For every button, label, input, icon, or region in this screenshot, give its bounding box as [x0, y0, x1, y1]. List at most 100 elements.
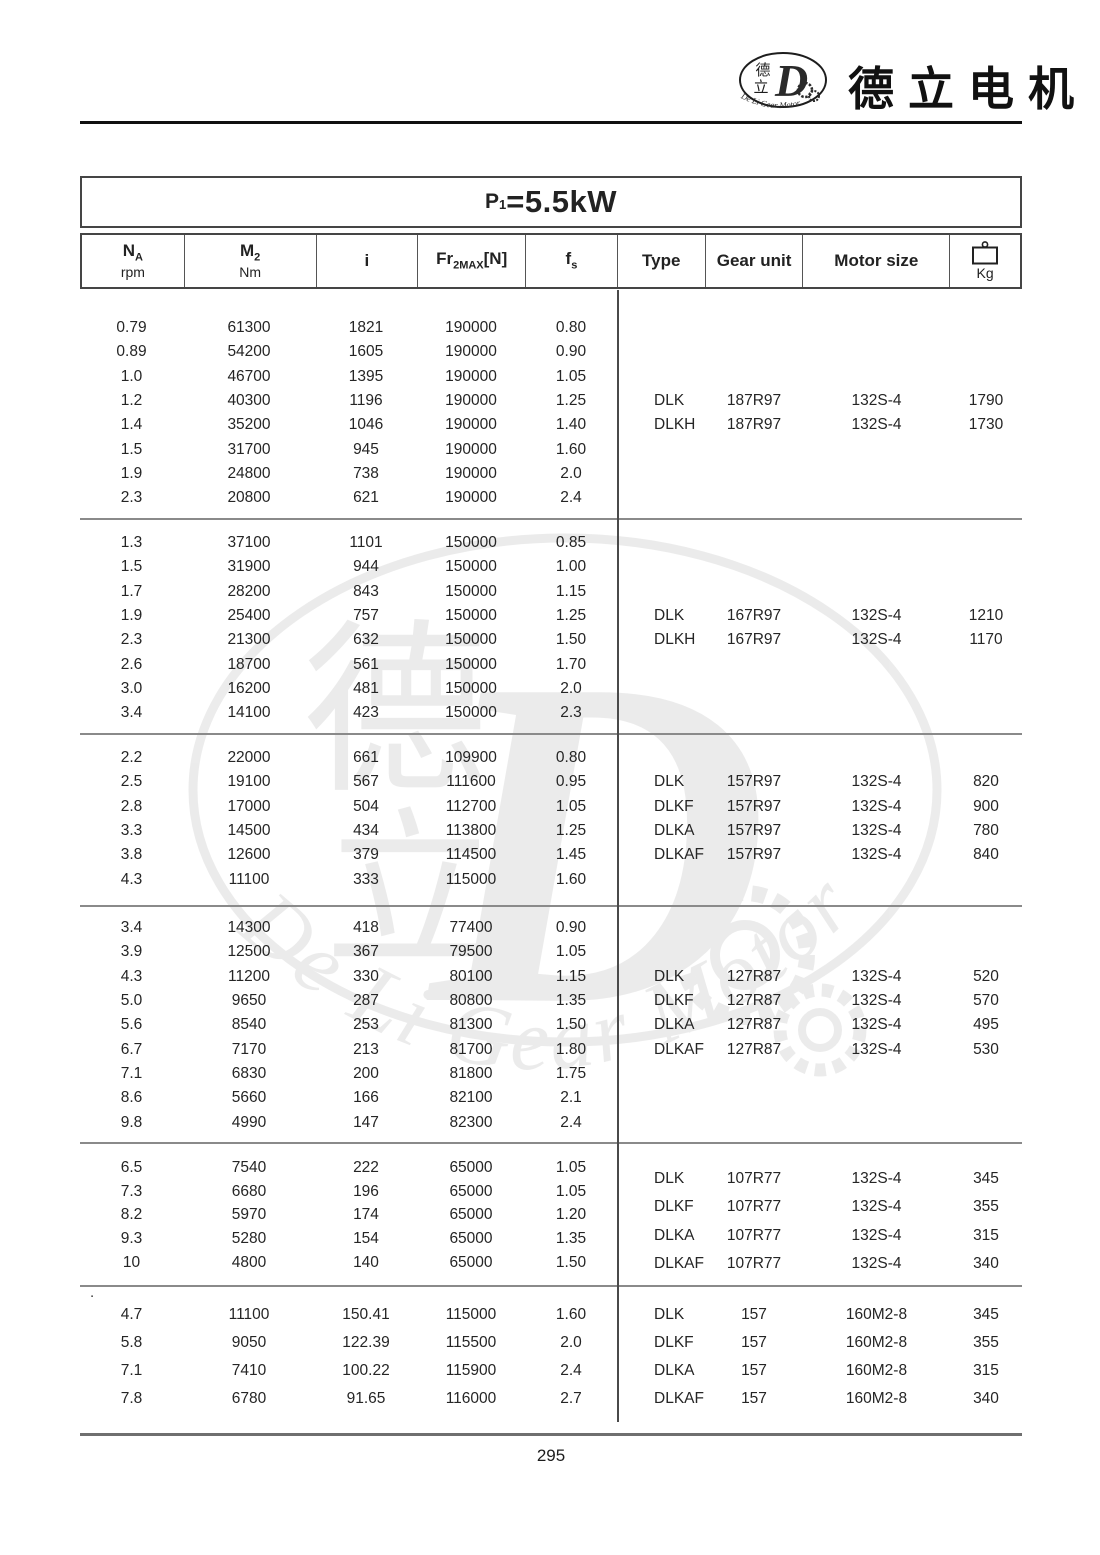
na-value: 1.9 [120, 607, 143, 625]
motor-size-value: 132S-4 [851, 1198, 902, 1216]
fr2max-value: 79500 [449, 943, 493, 961]
na-value: 8.2 [120, 1206, 143, 1224]
motor-size-value: 160M2-8 [845, 1390, 908, 1407]
footer-rule [80, 1433, 1022, 1436]
i-value: 561 [353, 655, 379, 673]
kg-value: 840 [973, 846, 999, 864]
table-row: DLKA 157R97 132S-4 780 [617, 819, 1022, 843]
motor-size-value: 132S-4 [851, 967, 902, 985]
fs-value: 1.50 [555, 631, 587, 649]
table-row: DLK 127R87 132S-4 520 [617, 965, 1022, 989]
kg-value: 315 [973, 1226, 999, 1244]
fr2max-value: 190000 [445, 464, 497, 482]
title-subscript: 1 [499, 196, 507, 212]
fr2max-value: 190000 [445, 416, 497, 434]
i-value: 434 [353, 822, 379, 840]
na-value: 3.4 [120, 919, 143, 937]
fr2max-value: 150000 [445, 558, 497, 576]
type-value: DLKF [654, 797, 694, 815]
fr2max-value: 82100 [449, 1089, 493, 1107]
gear-unit-value: 127R87 [726, 1040, 782, 1058]
fr2max-value: 116000 [445, 1390, 497, 1407]
type-columns: DLK 157R97 132S-4 820 DLKF 157R97 132S-4 900 DLK… [617, 770, 1022, 867]
m2-value: 40300 [227, 392, 271, 410]
i-value: 330 [353, 967, 379, 985]
numeric-columns: 4.7 11100 150.41 115000 1.60 5.8 9050 122.39 115… [80, 1301, 617, 1413]
motor-size-value: 132S-4 [851, 797, 902, 815]
kg-value: 1790 [968, 392, 1004, 410]
gear-unit-value: 157R97 [726, 773, 782, 791]
kg-value: 530 [973, 1040, 999, 1058]
company-name: 德立电机 [848, 64, 1088, 115]
motor-size-value: 132S-4 [851, 1255, 902, 1273]
table-row: DLKAF 107R77 132S-4 340 [617, 1250, 1022, 1279]
i-value: 166 [353, 1089, 379, 1107]
column-divider-line [617, 290, 619, 1422]
fs-value: 1.15 [555, 582, 587, 600]
na-value: 2.3 [120, 631, 143, 649]
i-value: 200 [353, 1064, 379, 1082]
i-value: 757 [353, 607, 379, 625]
type-columns: DLK 187R97 132S-4 1790 DLKH 187R97 132S-4 1730 [617, 389, 1022, 438]
na-value: 6.7 [120, 1040, 143, 1058]
gear-unit-value: 127R87 [726, 967, 782, 985]
m2-value: 25400 [227, 607, 271, 625]
kg-value: 495 [973, 1016, 999, 1034]
na-value: 7.8 [120, 1390, 143, 1407]
table-row: 4.7 11100 150.41 115000 1.60 [80, 1301, 617, 1329]
type-value: DLKA [654, 1016, 695, 1034]
fs-value: 1.50 [555, 1016, 587, 1034]
m2-value: 20800 [227, 489, 271, 507]
fs-value: 2.7 [560, 1390, 582, 1407]
type-value: DLK [654, 773, 685, 791]
fs-value: 1.25 [555, 822, 587, 840]
table-row: 3.9 12500 367 79500 1.05 [80, 940, 617, 964]
na-value: 3.8 [120, 846, 143, 864]
i-value: 944 [353, 558, 379, 576]
type-value: DLKAF [654, 1390, 704, 1407]
fr2max-value: 65000 [449, 1158, 493, 1176]
gear-unit-value: 157R97 [726, 822, 782, 840]
table-row: DLKAF 157 160M2-8 340 [617, 1385, 1022, 1413]
gear-unit-value: 167R97 [726, 607, 782, 625]
na-value: 2.3 [120, 489, 143, 507]
type-value: DLKF [654, 1334, 694, 1351]
table-row: 7.3 6680 196 65000 1.05 [80, 1180, 617, 1204]
fs-value: 0.85 [555, 534, 587, 552]
i-value: 621 [353, 489, 379, 507]
m2-value: 28200 [227, 582, 271, 600]
table-header-row: NA rpm M2 Nm i Fr2MAX[N] fs Type Gear un… [80, 233, 1022, 289]
i-value: 122.39 [342, 1334, 390, 1351]
table-row: 0.89 54200 1605 190000 0.90 [80, 340, 617, 364]
fr2max-value: 150000 [445, 704, 497, 722]
power-title: P 1 =5.5kW [80, 176, 1022, 228]
table-row: 1.9 25400 757 150000 1.25 [80, 604, 617, 628]
page-number: 295 [536, 1446, 566, 1465]
na-value: 7.3 [120, 1182, 143, 1200]
i-value: 661 [353, 749, 379, 767]
i-value: 222 [353, 1158, 379, 1176]
header-fr2max: Fr2MAX[N] [418, 235, 527, 287]
m2-value: 6780 [231, 1390, 267, 1407]
fr2max-value: 150000 [445, 534, 497, 552]
na-value: 3.3 [120, 822, 143, 840]
logo-gears [796, 81, 820, 102]
logo-letter: D [774, 55, 808, 106]
na-value: 5.8 [120, 1334, 143, 1351]
kg-value: 355 [973, 1334, 999, 1351]
fs-value: 1.35 [555, 992, 587, 1010]
i-value: 423 [353, 704, 379, 722]
i-value: 481 [353, 679, 379, 697]
motor-size-value: 132S-4 [851, 1040, 902, 1058]
table-row: DLK 167R97 132S-4 1210 [617, 604, 1022, 628]
gear-unit-value: 187R97 [726, 416, 782, 434]
kg-value: 1210 [968, 607, 1004, 625]
motor-size-value: 160M2-8 [845, 1306, 908, 1323]
numeric-columns: 2.2 22000 661 109900 0.80 2.5 19100 567 111600 0.… [80, 746, 617, 892]
gear-unit-value: 127R87 [726, 1016, 782, 1034]
fr2max-value: 65000 [449, 1182, 493, 1200]
m2-value: 37100 [227, 534, 271, 552]
fr2max-value: 190000 [445, 392, 497, 410]
i-value: 632 [353, 631, 379, 649]
table-row: 1.3 37100 1101 150000 0.85 [80, 531, 617, 555]
